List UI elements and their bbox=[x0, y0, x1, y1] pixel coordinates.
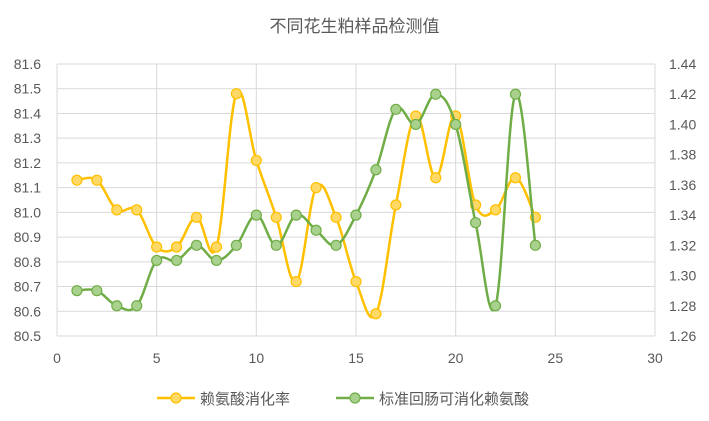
data-point bbox=[350, 276, 362, 288]
data-point bbox=[250, 154, 262, 167]
y-left-tick-label: 81.5 bbox=[14, 81, 41, 97]
data-point bbox=[290, 276, 302, 288]
x-tick-label: 25 bbox=[548, 350, 564, 366]
y-left-tick-label: 80.5 bbox=[14, 328, 41, 344]
x-axis-ticks: 0 5 10 15 20 25 30 bbox=[53, 350, 663, 366]
y-left-tick-label: 81.1 bbox=[14, 180, 41, 196]
y-right-tick-label: 1.28 bbox=[669, 298, 696, 314]
y-left-tick-label: 80.7 bbox=[14, 279, 41, 295]
y-axis-left-ticks: 80.5 80.6 80.7 80.8 80.9 81.0 81.1 81.2 81.3 81.4… bbox=[14, 56, 41, 344]
gridlines bbox=[56, 63, 656, 337]
y-left-tick-label: 80.6 bbox=[14, 303, 41, 319]
legend-label: 赖氨酸消化率 bbox=[200, 390, 290, 408]
y-left-tick-label: 81.3 bbox=[14, 130, 41, 146]
legend-label: 标准回肠可消化赖氨酸 bbox=[379, 390, 529, 408]
data-point bbox=[370, 164, 382, 176]
x-tick-label: 10 bbox=[249, 350, 265, 366]
legend-item-2: 标准回肠可消化赖氨酸 bbox=[336, 390, 529, 408]
data-point bbox=[171, 254, 183, 267]
data-point bbox=[131, 300, 143, 312]
data-point bbox=[370, 308, 382, 320]
y-left-tick-label: 81.2 bbox=[14, 155, 41, 171]
y-right-tick-label: 1.40 bbox=[669, 116, 696, 132]
data-point bbox=[529, 239, 542, 251]
data-point bbox=[171, 241, 183, 253]
data-point bbox=[230, 239, 242, 251]
data-point bbox=[430, 88, 442, 100]
series-1 bbox=[71, 88, 542, 320]
chart-title: 不同花生粕样品检测值 bbox=[270, 17, 440, 37]
data-point bbox=[210, 241, 223, 253]
data-point bbox=[270, 239, 282, 251]
y-left-tick-label: 81.0 bbox=[14, 204, 41, 220]
data-point bbox=[410, 118, 422, 131]
data-point bbox=[430, 172, 442, 184]
y-right-tick-label: 1.36 bbox=[669, 177, 696, 193]
legend-marker bbox=[170, 392, 182, 404]
data-point bbox=[250, 209, 262, 221]
series-line bbox=[75, 92, 537, 312]
y-right-tick-label: 1.44 bbox=[669, 56, 696, 72]
data-point bbox=[489, 204, 502, 216]
data-point bbox=[230, 88, 242, 100]
data-point bbox=[91, 174, 103, 186]
series-layer bbox=[71, 88, 542, 320]
data-point bbox=[91, 285, 103, 297]
data-point bbox=[310, 224, 322, 236]
y-left-tick-label: 81.6 bbox=[14, 56, 41, 72]
x-tick-label: 15 bbox=[348, 350, 364, 366]
data-point bbox=[290, 209, 302, 221]
data-point bbox=[131, 204, 143, 216]
data-point bbox=[470, 217, 482, 229]
data-point bbox=[71, 174, 83, 186]
data-point bbox=[450, 118, 462, 131]
data-point bbox=[270, 211, 282, 223]
data-point bbox=[111, 204, 123, 216]
data-point bbox=[71, 285, 83, 297]
legend-item-1: 赖氨酸消化率 bbox=[157, 390, 290, 408]
data-point bbox=[509, 88, 522, 100]
x-tick-label: 20 bbox=[448, 350, 464, 366]
y-left-tick-label: 80.9 bbox=[14, 229, 41, 245]
y-axis-right-ticks: 1.26 1.28 1.30 1.32 1.34 1.36 1.38 1.40 1.42 1.44 bbox=[669, 56, 696, 344]
data-point bbox=[350, 209, 362, 221]
data-point bbox=[151, 254, 163, 267]
x-tick-label: 30 bbox=[647, 350, 663, 366]
y-left-tick-label: 81.4 bbox=[14, 105, 41, 121]
legend-marker bbox=[349, 392, 361, 404]
data-point bbox=[190, 239, 203, 251]
y-right-tick-label: 1.30 bbox=[669, 268, 696, 284]
y-right-tick-label: 1.42 bbox=[669, 86, 696, 102]
x-tick-label: 0 bbox=[53, 350, 61, 366]
y-right-tick-label: 1.38 bbox=[669, 147, 696, 163]
data-point bbox=[190, 211, 203, 223]
x-tick-label: 5 bbox=[153, 350, 161, 366]
data-point bbox=[310, 182, 322, 194]
data-point bbox=[330, 211, 342, 223]
series-2 bbox=[71, 88, 542, 312]
data-point bbox=[390, 103, 402, 115]
data-point bbox=[151, 241, 163, 253]
y-left-tick-label: 80.8 bbox=[14, 254, 41, 270]
y-right-tick-label: 1.26 bbox=[669, 328, 696, 344]
data-point bbox=[489, 300, 502, 312]
data-point bbox=[509, 172, 522, 184]
data-point bbox=[390, 199, 402, 211]
y-right-tick-label: 1.32 bbox=[669, 237, 696, 253]
y-right-tick-label: 1.34 bbox=[669, 207, 696, 223]
data-point bbox=[111, 300, 123, 312]
data-point bbox=[330, 239, 342, 251]
legend: 赖氨酸消化率 标准回肠可消化赖氨酸 bbox=[157, 390, 529, 408]
data-point bbox=[210, 254, 223, 267]
